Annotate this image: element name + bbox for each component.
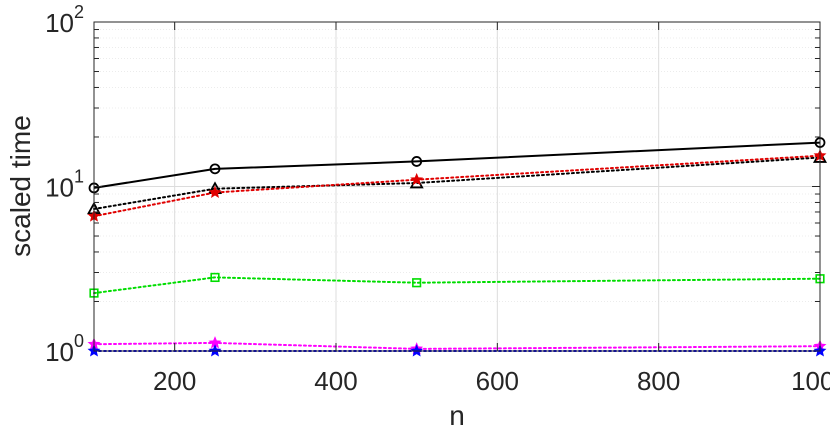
x-tick-label: 200 <box>153 366 196 396</box>
data-point <box>410 172 424 186</box>
data-point <box>209 163 221 175</box>
y-tick-label: 100 <box>45 331 84 367</box>
x-tick-label: 400 <box>314 366 357 396</box>
y-tick-label: 102 <box>45 2 84 38</box>
data-point <box>410 344 424 357</box>
series-line <box>93 154 821 218</box>
y-axis-label: scaled time <box>5 115 36 257</box>
series-line <box>93 156 821 210</box>
x-tick-label: 1000 <box>791 366 830 396</box>
y-tick-label: 101 <box>45 167 84 203</box>
series-line <box>93 141 821 189</box>
data-point <box>208 185 222 198</box>
series-1 <box>88 137 826 194</box>
y-tick-exponent: 2 <box>74 2 84 22</box>
x-tick-label: 800 <box>637 366 680 396</box>
y-tick-exponent: 1 <box>74 167 84 187</box>
x-tick-labels: 200 400 600 800 1000 <box>153 366 830 396</box>
y-tick-base: 10 <box>45 173 74 203</box>
y-tick-base: 10 <box>45 8 74 38</box>
data-point <box>411 156 423 167</box>
data-point <box>412 278 422 288</box>
series-line <box>93 341 821 350</box>
y-tick-base: 10 <box>45 337 74 367</box>
axis-ticks <box>94 21 821 352</box>
x-axis-label: n <box>449 400 465 430</box>
data-point <box>208 344 222 357</box>
series-3 <box>87 148 827 222</box>
series-line <box>93 276 821 295</box>
y-tick-exponent: 0 <box>74 331 84 351</box>
minor-grid <box>94 29 820 302</box>
data-point <box>210 272 220 283</box>
x-tick-label: 600 <box>476 366 519 396</box>
